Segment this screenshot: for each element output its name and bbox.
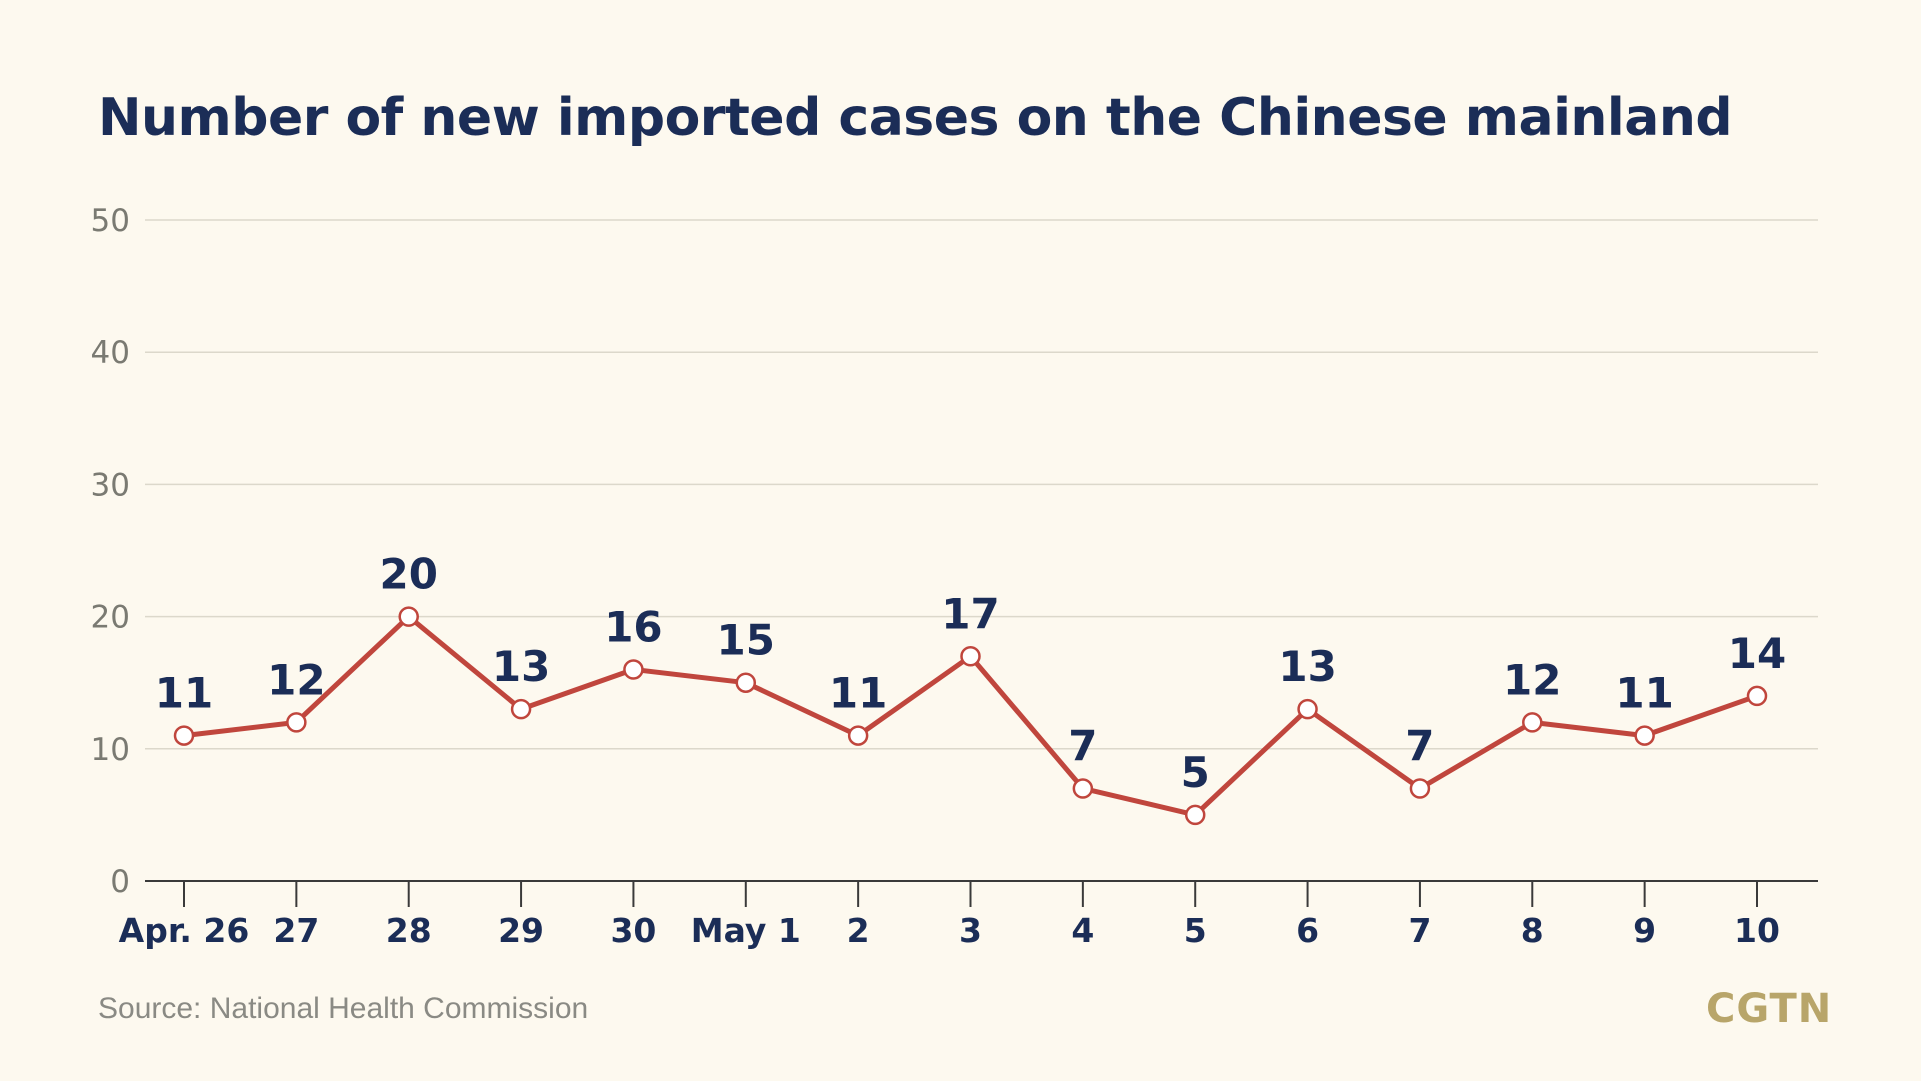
- data-label: 12: [267, 655, 325, 704]
- data-point: [1297, 698, 1318, 720]
- data-point: [735, 672, 757, 693]
- data-label: 7: [1068, 721, 1097, 770]
- gridlines: [145, 219, 1818, 750]
- y-axis: 0 10 20 30 40 50: [91, 203, 130, 900]
- data-label: 11: [1615, 669, 1673, 718]
- x-axis: Apr. 26 27 28 29 30 May 1 2 3 4 5 6 7 8 9 10: [119, 880, 1818, 950]
- x-tick-label: 6: [1296, 911, 1319, 950]
- chart-title: Number of new imported cases on the Chin…: [98, 88, 1733, 148]
- data-point: [1522, 712, 1543, 733]
- x-tick-label: May 1: [691, 911, 801, 950]
- data-label: 11: [829, 669, 887, 718]
- data-point: [1184, 804, 1206, 826]
- y-tick-label: 20: [91, 600, 130, 636]
- data-label: 13: [1278, 642, 1336, 691]
- x-tick-label: 4: [1071, 911, 1094, 950]
- data-point: [173, 725, 195, 746]
- data-label: 13: [492, 642, 550, 691]
- data-point: [960, 646, 981, 667]
- data-point: [623, 659, 644, 680]
- data-point: [286, 712, 307, 733]
- x-tick-label: 27: [273, 911, 319, 950]
- y-tick-label: 40: [91, 335, 130, 371]
- x-tick-label: 5: [1184, 911, 1207, 950]
- x-tick-label: 7: [1408, 911, 1431, 950]
- x-tick-label: 2: [847, 911, 870, 950]
- data-point: [510, 698, 532, 720]
- data-label: 20: [379, 550, 437, 599]
- y-tick-label: 30: [91, 467, 130, 503]
- x-tick-label: 28: [386, 911, 432, 950]
- source-note: Source: National Health Commission: [98, 992, 589, 1025]
- x-tick-label: 30: [610, 911, 656, 950]
- data-label: 5: [1181, 748, 1210, 797]
- data-point: [847, 725, 869, 746]
- data-label: 7: [1405, 721, 1434, 770]
- x-tick-label: 9: [1633, 911, 1656, 950]
- data-label: 11: [155, 669, 213, 718]
- data-label: 14: [1728, 629, 1786, 678]
- data-label: 12: [1503, 655, 1561, 704]
- x-tick-label: Apr. 26: [119, 911, 250, 950]
- x-tick-label: 10: [1734, 911, 1780, 950]
- y-tick-label: 10: [91, 732, 130, 768]
- y-tick-label: 50: [91, 203, 130, 239]
- data-point: [1409, 778, 1431, 799]
- data-labels: 11 12 20 13 16 15 11 17 7 5 13 7 12 11 14: [155, 550, 1786, 797]
- x-tick-label: 8: [1521, 911, 1544, 950]
- data-point: [1634, 725, 1655, 746]
- data-point: [1072, 778, 1094, 799]
- cgtn-logo: CGTN: [1706, 986, 1833, 1032]
- data-label: 15: [717, 616, 775, 665]
- series: [173, 606, 1768, 826]
- x-tick-label: 29: [498, 911, 544, 950]
- data-label: 17: [941, 589, 999, 638]
- data-point: [398, 606, 419, 627]
- y-tick-label: 0: [110, 864, 130, 900]
- data-label: 16: [604, 602, 662, 651]
- data-point: [1746, 685, 1768, 707]
- x-tick-label: 3: [959, 911, 982, 950]
